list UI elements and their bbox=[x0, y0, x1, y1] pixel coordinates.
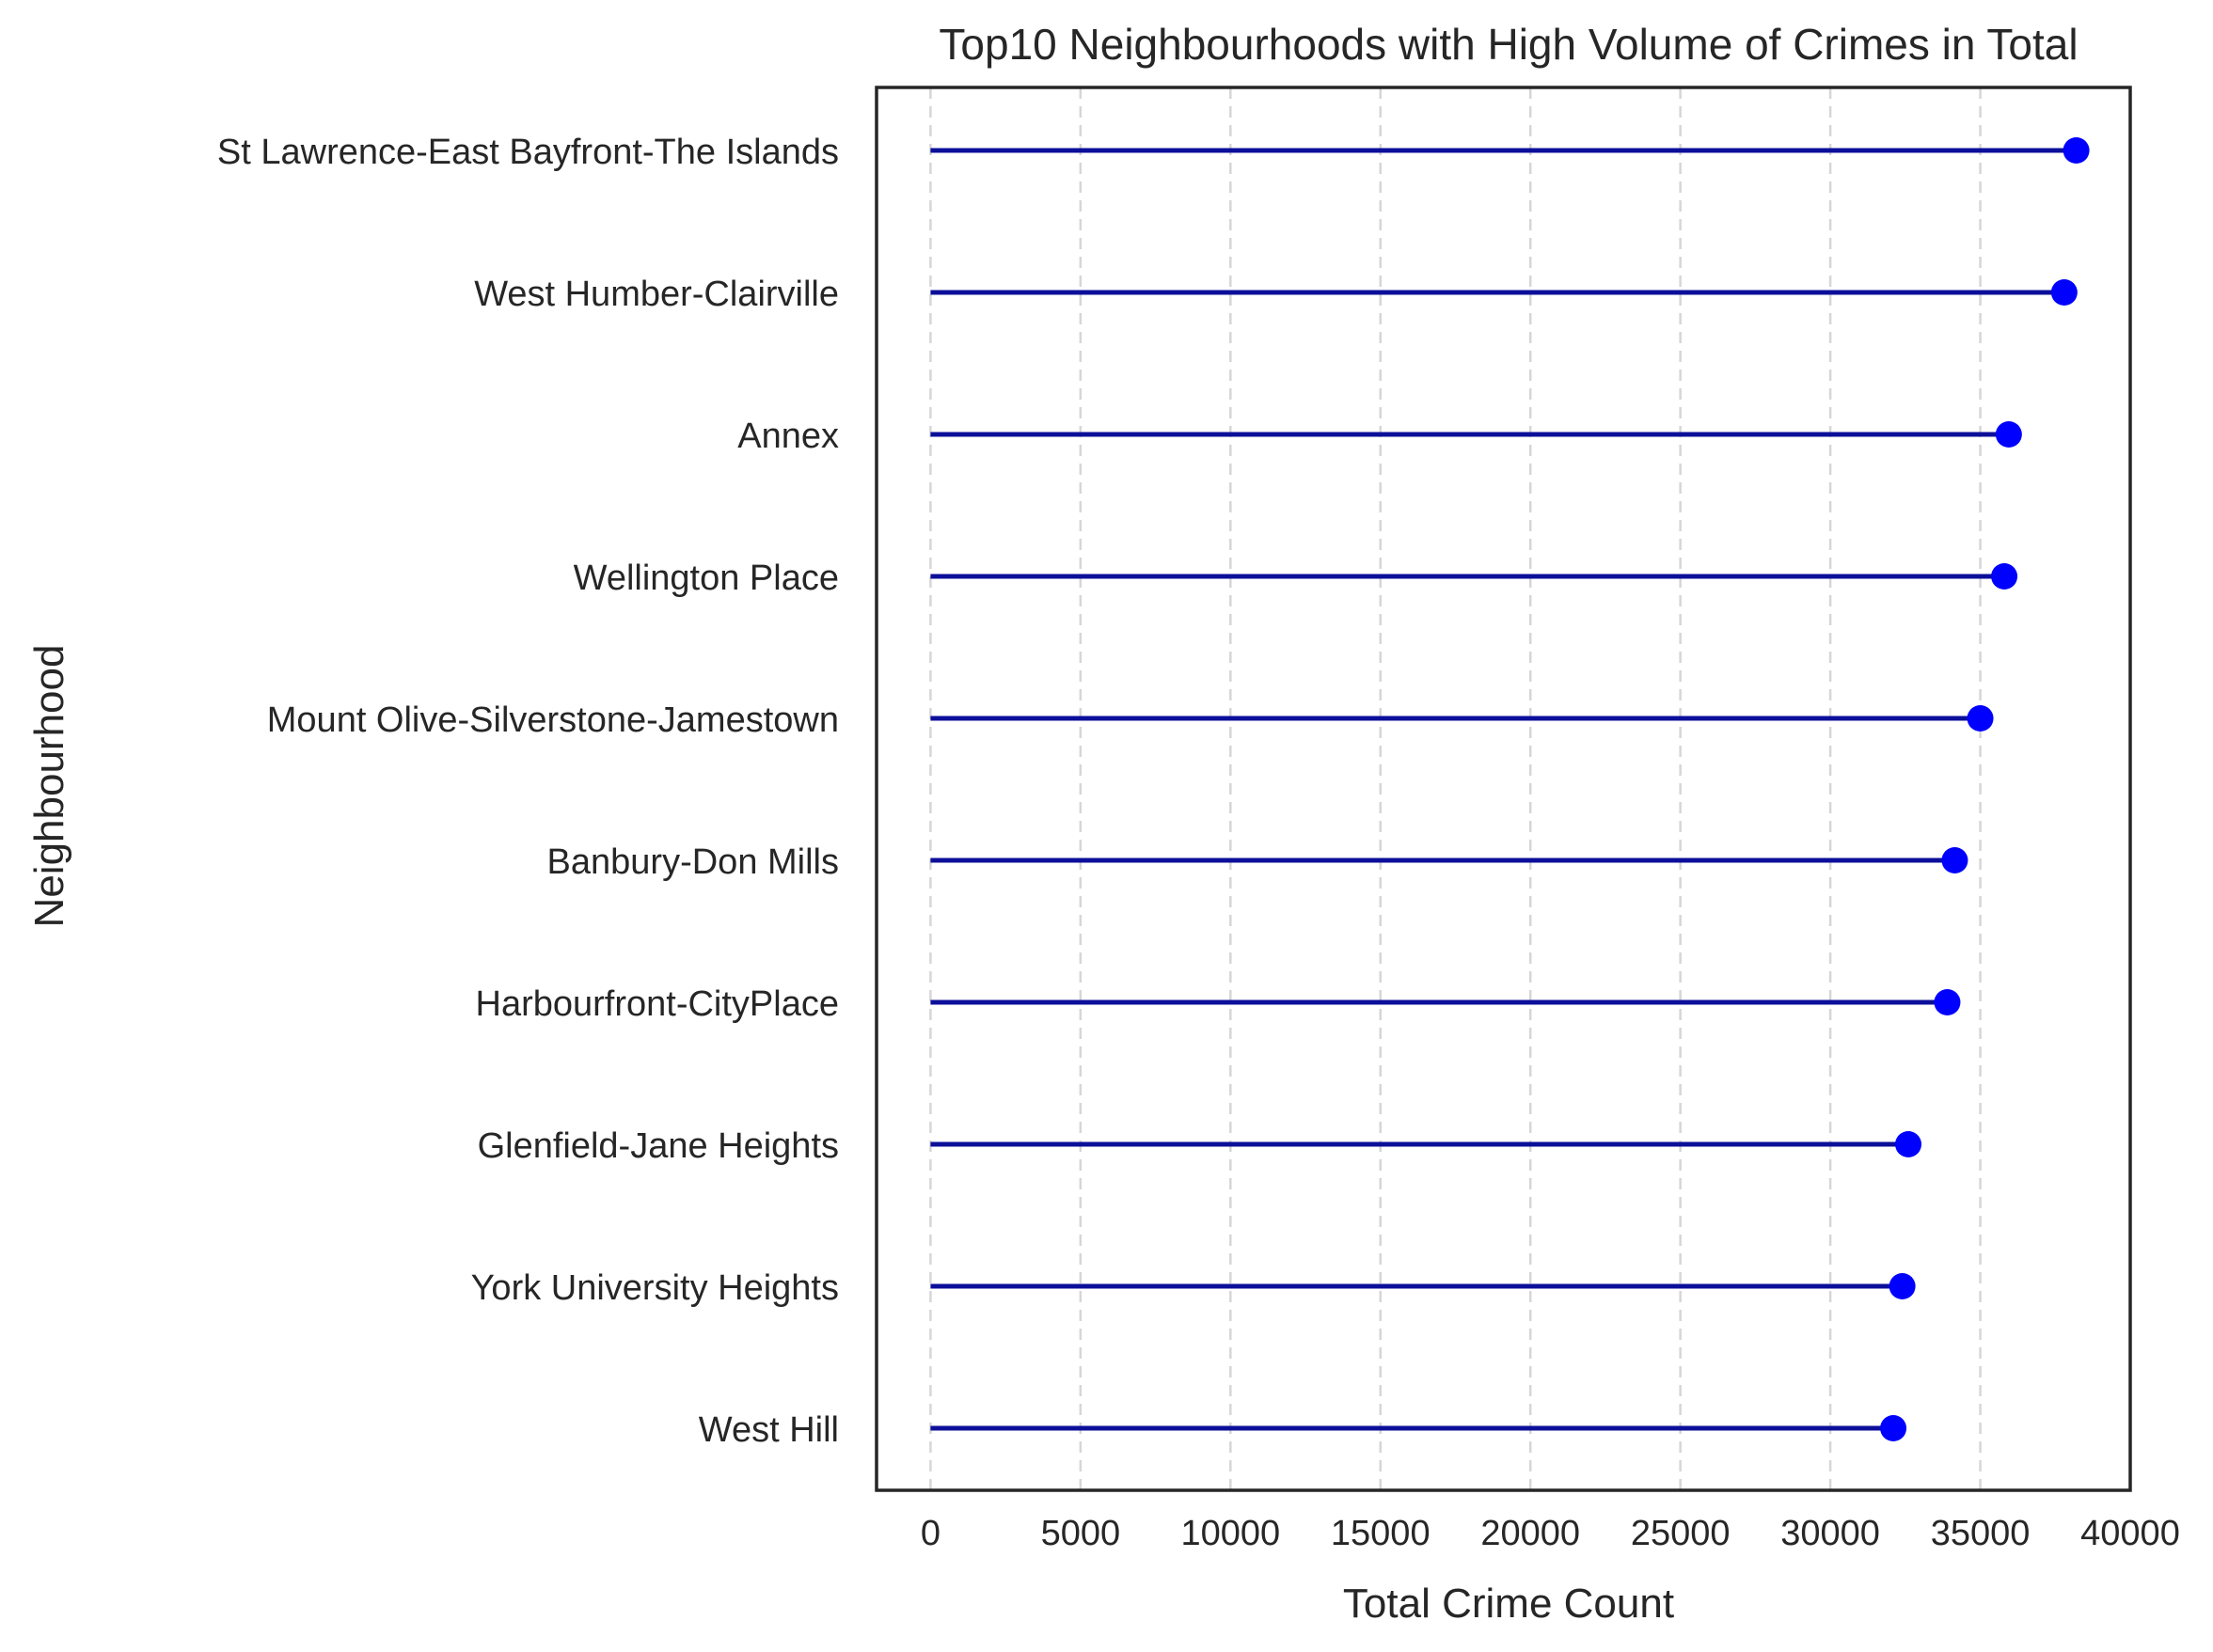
lollipop-marker bbox=[1895, 1131, 1922, 1157]
y-tick-label: Annex bbox=[737, 417, 839, 456]
lollipop-marker bbox=[1991, 563, 2018, 590]
lollipop-marker bbox=[1880, 1415, 1907, 1441]
lollipop-marker bbox=[1934, 989, 1961, 1015]
x-tick-labels: 0 5000 10000 15000 20000 25000 30000 35000 40000 bbox=[921, 1514, 2180, 1553]
lollipop-marker bbox=[1941, 847, 1968, 873]
x-tick-label: 35000 bbox=[1931, 1514, 2031, 1553]
lollipop-marker bbox=[2063, 137, 2090, 164]
y-tick-label: Banbury-Don Mills bbox=[547, 842, 839, 882]
x-tick-label: 15000 bbox=[1331, 1514, 1431, 1553]
y-axis-label: Neighbourhood bbox=[26, 645, 72, 928]
lollipop-marker bbox=[1889, 1273, 1916, 1299]
lollipop-marker bbox=[1967, 705, 1994, 732]
y-tick-label: Mount Olive-Silverstone-Jamestown bbox=[267, 700, 839, 740]
lollipop-marker bbox=[1995, 421, 2022, 448]
x-tick-label: 25000 bbox=[1631, 1514, 1731, 1553]
x-tick-label: 5000 bbox=[1041, 1514, 1121, 1553]
x-tick-label: 20000 bbox=[1480, 1514, 1580, 1553]
lollipop-stems bbox=[930, 148, 2077, 1431]
y-tick-label: St Lawrence-East Bayfront-The Islands bbox=[217, 133, 839, 172]
lollipop-markers bbox=[1880, 137, 2090, 1441]
x-tick-label: 0 bbox=[921, 1514, 941, 1553]
y-tick-label: West Hill bbox=[699, 1410, 839, 1450]
y-tick-label: Harbourfront-CityPlace bbox=[476, 984, 839, 1024]
x-tick-label: 40000 bbox=[2080, 1514, 2180, 1553]
plot-frame bbox=[875, 86, 2132, 1492]
x-tick-label: 10000 bbox=[1180, 1514, 1280, 1553]
y-tick-label: West Humber-Clairville bbox=[474, 275, 839, 314]
lollipop-marker bbox=[2050, 279, 2078, 306]
y-tick-label: York University Heights bbox=[471, 1268, 839, 1308]
y-tick-label: Glenfield-Jane Heights bbox=[478, 1126, 839, 1166]
chart-title: Top10 Neighbourhoods with High Volume of… bbox=[939, 20, 2078, 69]
x-axis-label: Total Crime Count bbox=[1343, 1581, 1674, 1627]
x-tick-label: 30000 bbox=[1780, 1514, 1880, 1553]
y-tick-labels: St Lawrence-East Bayfront-The Islands Wes… bbox=[217, 133, 839, 1450]
y-tick-label: Wellington Place bbox=[574, 559, 839, 598]
